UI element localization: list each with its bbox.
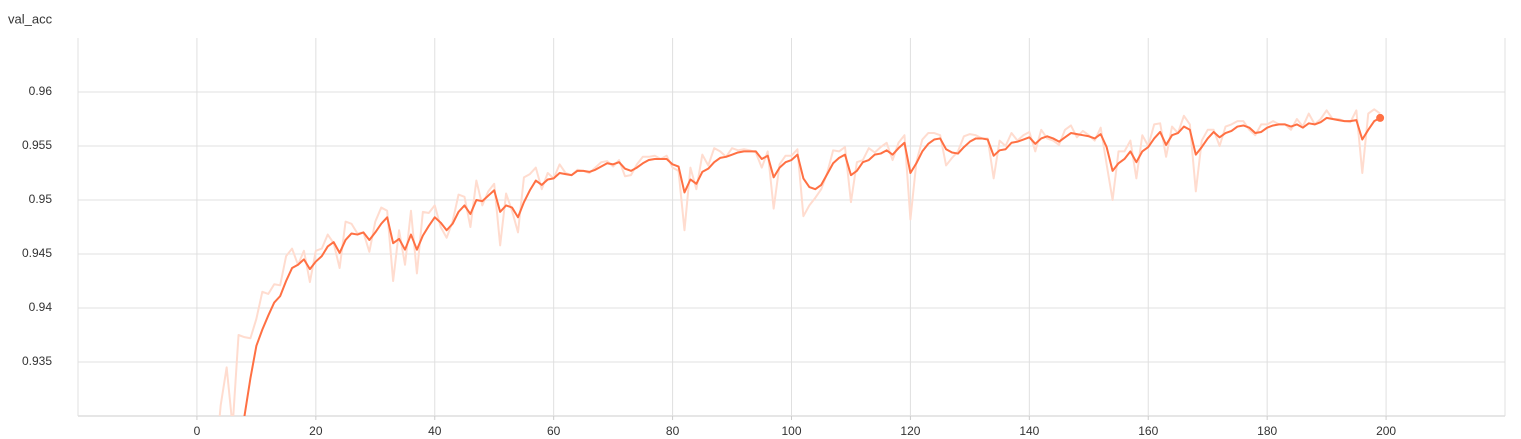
x-tick-label: 140: [1019, 424, 1039, 438]
plot-area: [218, 108, 1381, 416]
y-tick-label: 0.935: [22, 354, 52, 368]
x-tick-label: 180: [1257, 424, 1277, 438]
x-tick-label: 160: [1138, 424, 1158, 438]
x-tick-label: 20: [309, 424, 323, 438]
y-tick-label: 0.95: [29, 192, 53, 206]
y-tick-label: 0.94: [29, 300, 53, 314]
x-tick-label: 100: [781, 424, 801, 438]
x-tick-label: 120: [900, 424, 920, 438]
x-tick-label: 60: [547, 424, 561, 438]
y-tick-label: 0.945: [22, 246, 52, 260]
y-tick-label: 0.955: [22, 138, 52, 152]
x-tick-label: 200: [1376, 424, 1396, 438]
series-line: [243, 116, 1381, 416]
series-line: [218, 108, 1381, 416]
x-tick-label: 40: [428, 424, 442, 438]
chart-title: val_acc: [8, 11, 53, 26]
x-tick-label: 80: [666, 424, 680, 438]
last-point: [1376, 113, 1385, 122]
y-tick-label: 0.96: [29, 84, 53, 98]
x-tick-label: 0: [194, 424, 201, 438]
